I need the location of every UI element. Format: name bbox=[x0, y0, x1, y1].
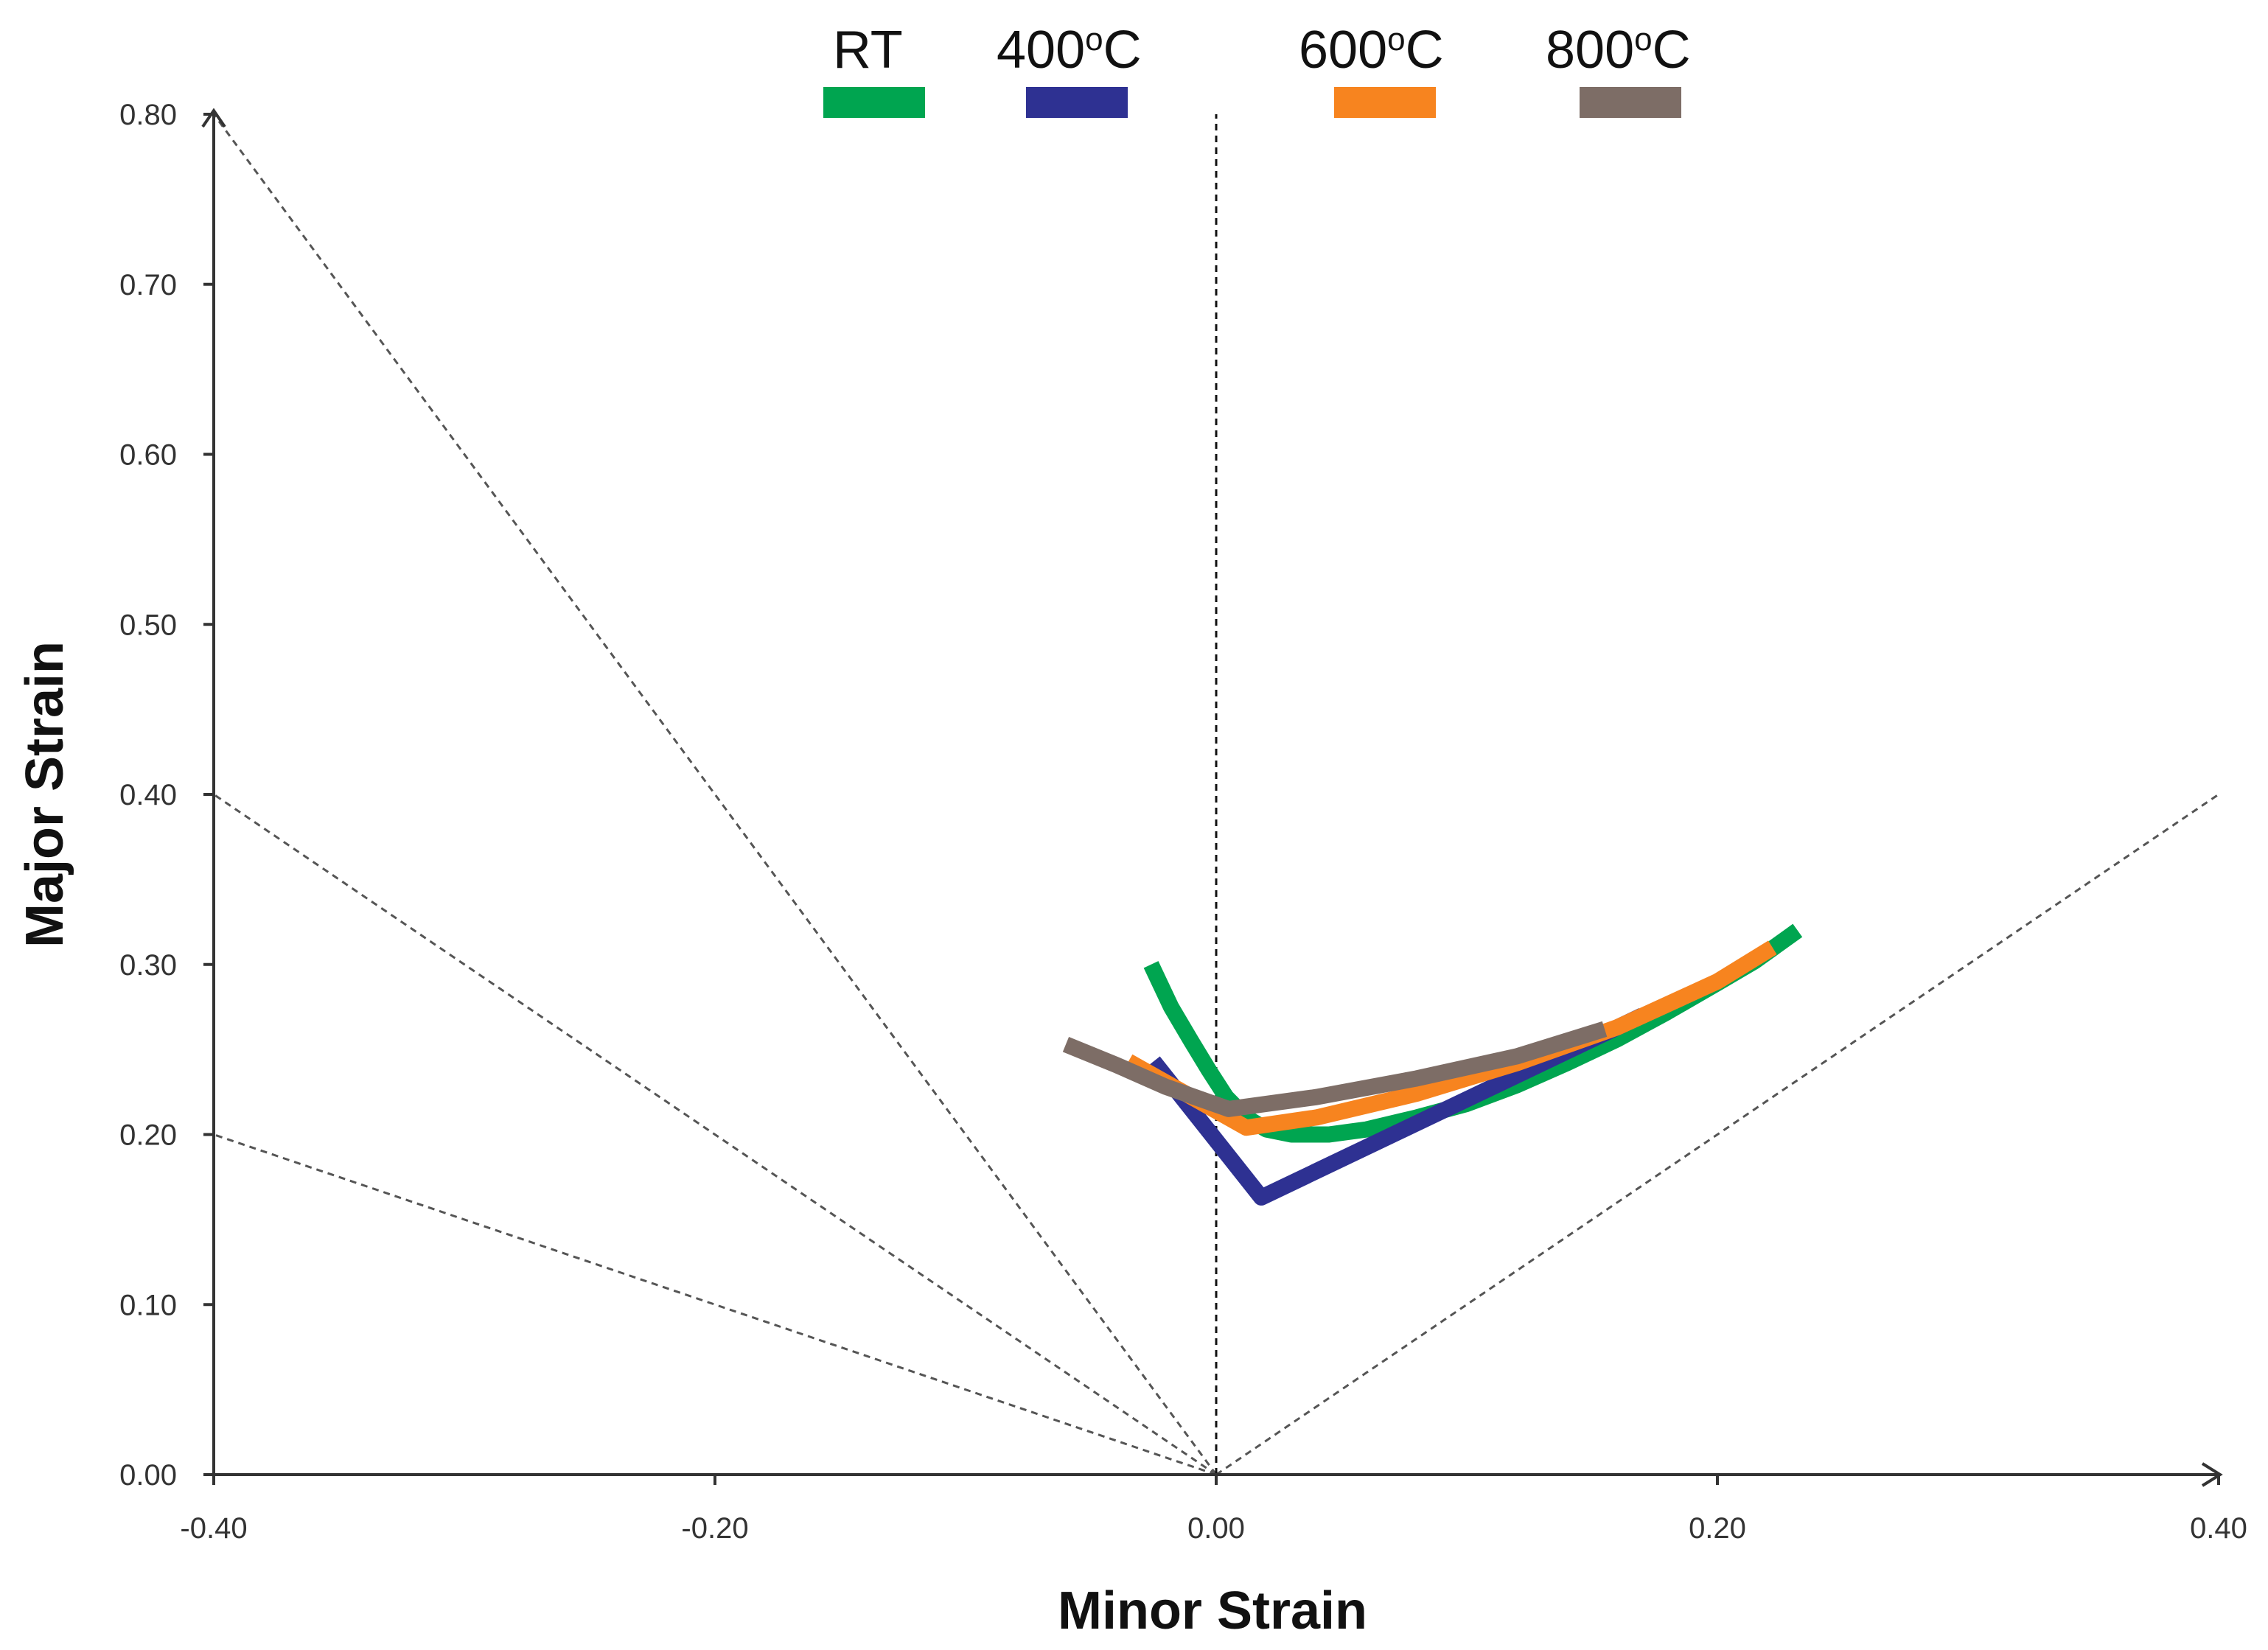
legend-label-sup: o bbox=[1634, 21, 1652, 57]
legend-label-base: RT bbox=[833, 21, 903, 80]
x-axis-title: Minor Strain bbox=[1058, 1581, 1367, 1640]
legend-label-unit: C bbox=[1653, 21, 1691, 80]
x-tick-label: 0.40 bbox=[2190, 1512, 2247, 1545]
strain-path-line bbox=[1215, 793, 2219, 1476]
y-ticks: 0.00 0.10 0.20 0.30 0.40 0.50 0.60 0.70 0.80 bbox=[119, 99, 214, 1492]
strain-path-line bbox=[213, 793, 1217, 1476]
legend-item: 800oC bbox=[1546, 21, 1691, 118]
series-line-400c bbox=[1147, 1008, 1646, 1206]
legend-swatch bbox=[1580, 87, 1681, 118]
legend: RT 400oC 600oC 800oC bbox=[823, 21, 1691, 118]
legend-label-unit: C bbox=[1406, 21, 1444, 80]
reference-lines bbox=[212, 113, 2219, 1476]
legend-label-sup: o bbox=[1387, 21, 1405, 57]
legend-label-unit: C bbox=[1103, 21, 1142, 80]
y-tick-label: 0.00 bbox=[119, 1459, 177, 1492]
y-tick-label: 0.20 bbox=[119, 1119, 177, 1152]
legend-swatch bbox=[1334, 87, 1436, 118]
legend-label: RT bbox=[833, 21, 903, 80]
y-axis-title: Major Strain bbox=[15, 641, 74, 948]
x-tick-label: 0.00 bbox=[1187, 1512, 1245, 1545]
series-line-800c bbox=[1062, 1021, 1608, 1117]
y-tick-label: 0.10 bbox=[119, 1289, 177, 1321]
x-tick-label: 0.20 bbox=[1689, 1512, 1746, 1545]
legend-label-base: 400 bbox=[997, 21, 1085, 80]
legend-label-base: 800 bbox=[1546, 21, 1634, 80]
axes bbox=[201, 108, 2223, 1487]
legend-swatch bbox=[1026, 87, 1128, 118]
x-ticks: -0.40 -0.20 0.00 0.20 0.40 bbox=[180, 1475, 2247, 1545]
legend-label-sup: o bbox=[1085, 21, 1103, 57]
legend-swatch bbox=[823, 87, 925, 118]
series-line-600c bbox=[1124, 940, 1777, 1136]
legend-label: 600oC bbox=[1299, 21, 1444, 80]
y-tick-label: 0.30 bbox=[119, 949, 177, 982]
y-tick-label: 0.80 bbox=[119, 99, 177, 131]
y-tick-label: 0.40 bbox=[119, 779, 177, 811]
legend-item: 600oC bbox=[1299, 21, 1444, 118]
legend-item: 400oC bbox=[997, 21, 1142, 118]
y-tick-label: 0.70 bbox=[119, 269, 177, 301]
legend-label-base: 600 bbox=[1299, 21, 1387, 80]
legend-label: 800oC bbox=[1546, 21, 1691, 80]
legend-label: 400oC bbox=[997, 21, 1142, 80]
y-axis-arrow bbox=[201, 108, 226, 128]
y-tick-label: 0.60 bbox=[119, 439, 177, 472]
strain-path-line bbox=[212, 113, 1218, 1475]
legend-item: RT bbox=[823, 21, 925, 118]
y-tick-label: 0.50 bbox=[119, 609, 177, 641]
x-tick-label: -0.20 bbox=[681, 1512, 748, 1545]
strain-path-line bbox=[213, 1133, 1217, 1476]
series-group bbox=[1062, 923, 1803, 1206]
x-tick-label: -0.40 bbox=[180, 1512, 247, 1545]
